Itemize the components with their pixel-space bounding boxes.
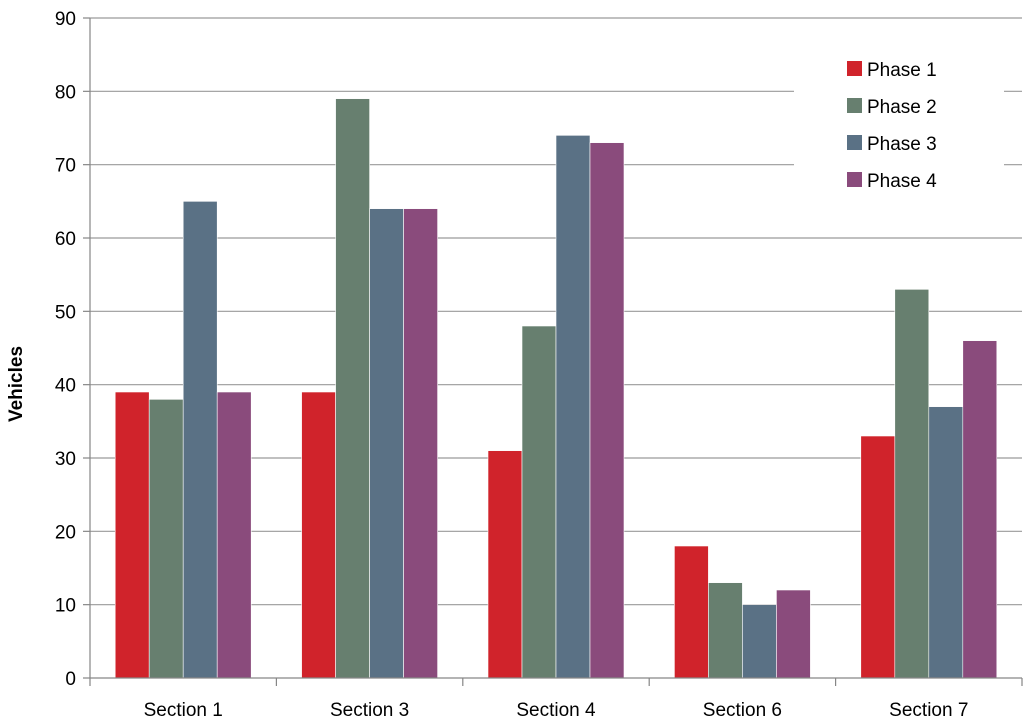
- y-axis-title: Vehicles: [6, 346, 27, 422]
- y-tick-label: 10: [55, 596, 76, 617]
- x-tick-label: Section 3: [330, 700, 409, 721]
- x-tick-label: Section 7: [889, 700, 968, 721]
- y-tick-label: 70: [55, 156, 76, 177]
- bar: [962, 340, 998, 679]
- bar: [928, 406, 964, 679]
- bar: [335, 98, 370, 679]
- bar: [708, 582, 743, 679]
- bar: [182, 201, 218, 679]
- legend-label: Phase 2: [867, 97, 937, 118]
- bar: [674, 545, 709, 679]
- y-tick-label: 50: [55, 302, 76, 323]
- y-tick-label: 20: [55, 522, 76, 543]
- legend-background: [794, 52, 1004, 208]
- legend-swatch: [847, 172, 862, 187]
- bar: [555, 135, 591, 679]
- bar: [894, 289, 930, 679]
- bar: [403, 208, 438, 679]
- x-tick-label: Section 4: [516, 700, 596, 721]
- bar: [521, 325, 557, 679]
- x-tick-label: Section 1: [144, 700, 223, 721]
- y-tick-label: 30: [55, 449, 76, 470]
- x-tick-label: Section 6: [703, 700, 782, 721]
- y-tick-label: 0: [65, 669, 76, 690]
- legend-label: Phase 4: [867, 171, 937, 192]
- bar: [487, 450, 523, 679]
- y-tick-label: 40: [55, 376, 76, 397]
- bars: [114, 98, 998, 679]
- bar: [742, 604, 777, 679]
- bar: [148, 399, 184, 679]
- axes: 0 10 20 30 40 50 60 70 80 90 Section 1 Section 3 Sec…: [55, 9, 1023, 721]
- y-tick-label: 90: [55, 9, 76, 30]
- legend-label: Phase 3: [867, 134, 937, 155]
- bar: [216, 391, 252, 679]
- legend: Phase 1 Phase 2 Phase 3 Phase 4: [794, 52, 1004, 208]
- bar: [860, 435, 896, 679]
- legend-swatch: [847, 135, 862, 150]
- bar: [301, 391, 336, 679]
- legend-swatch: [847, 98, 862, 113]
- bar: [589, 142, 625, 679]
- legend-swatch: [847, 61, 862, 76]
- y-tick-label: 80: [55, 82, 76, 103]
- legend-label: Phase 1: [867, 60, 937, 81]
- bar: [114, 391, 150, 679]
- bar: [369, 208, 404, 679]
- bar: [776, 589, 811, 679]
- y-tick-label: 60: [55, 229, 76, 250]
